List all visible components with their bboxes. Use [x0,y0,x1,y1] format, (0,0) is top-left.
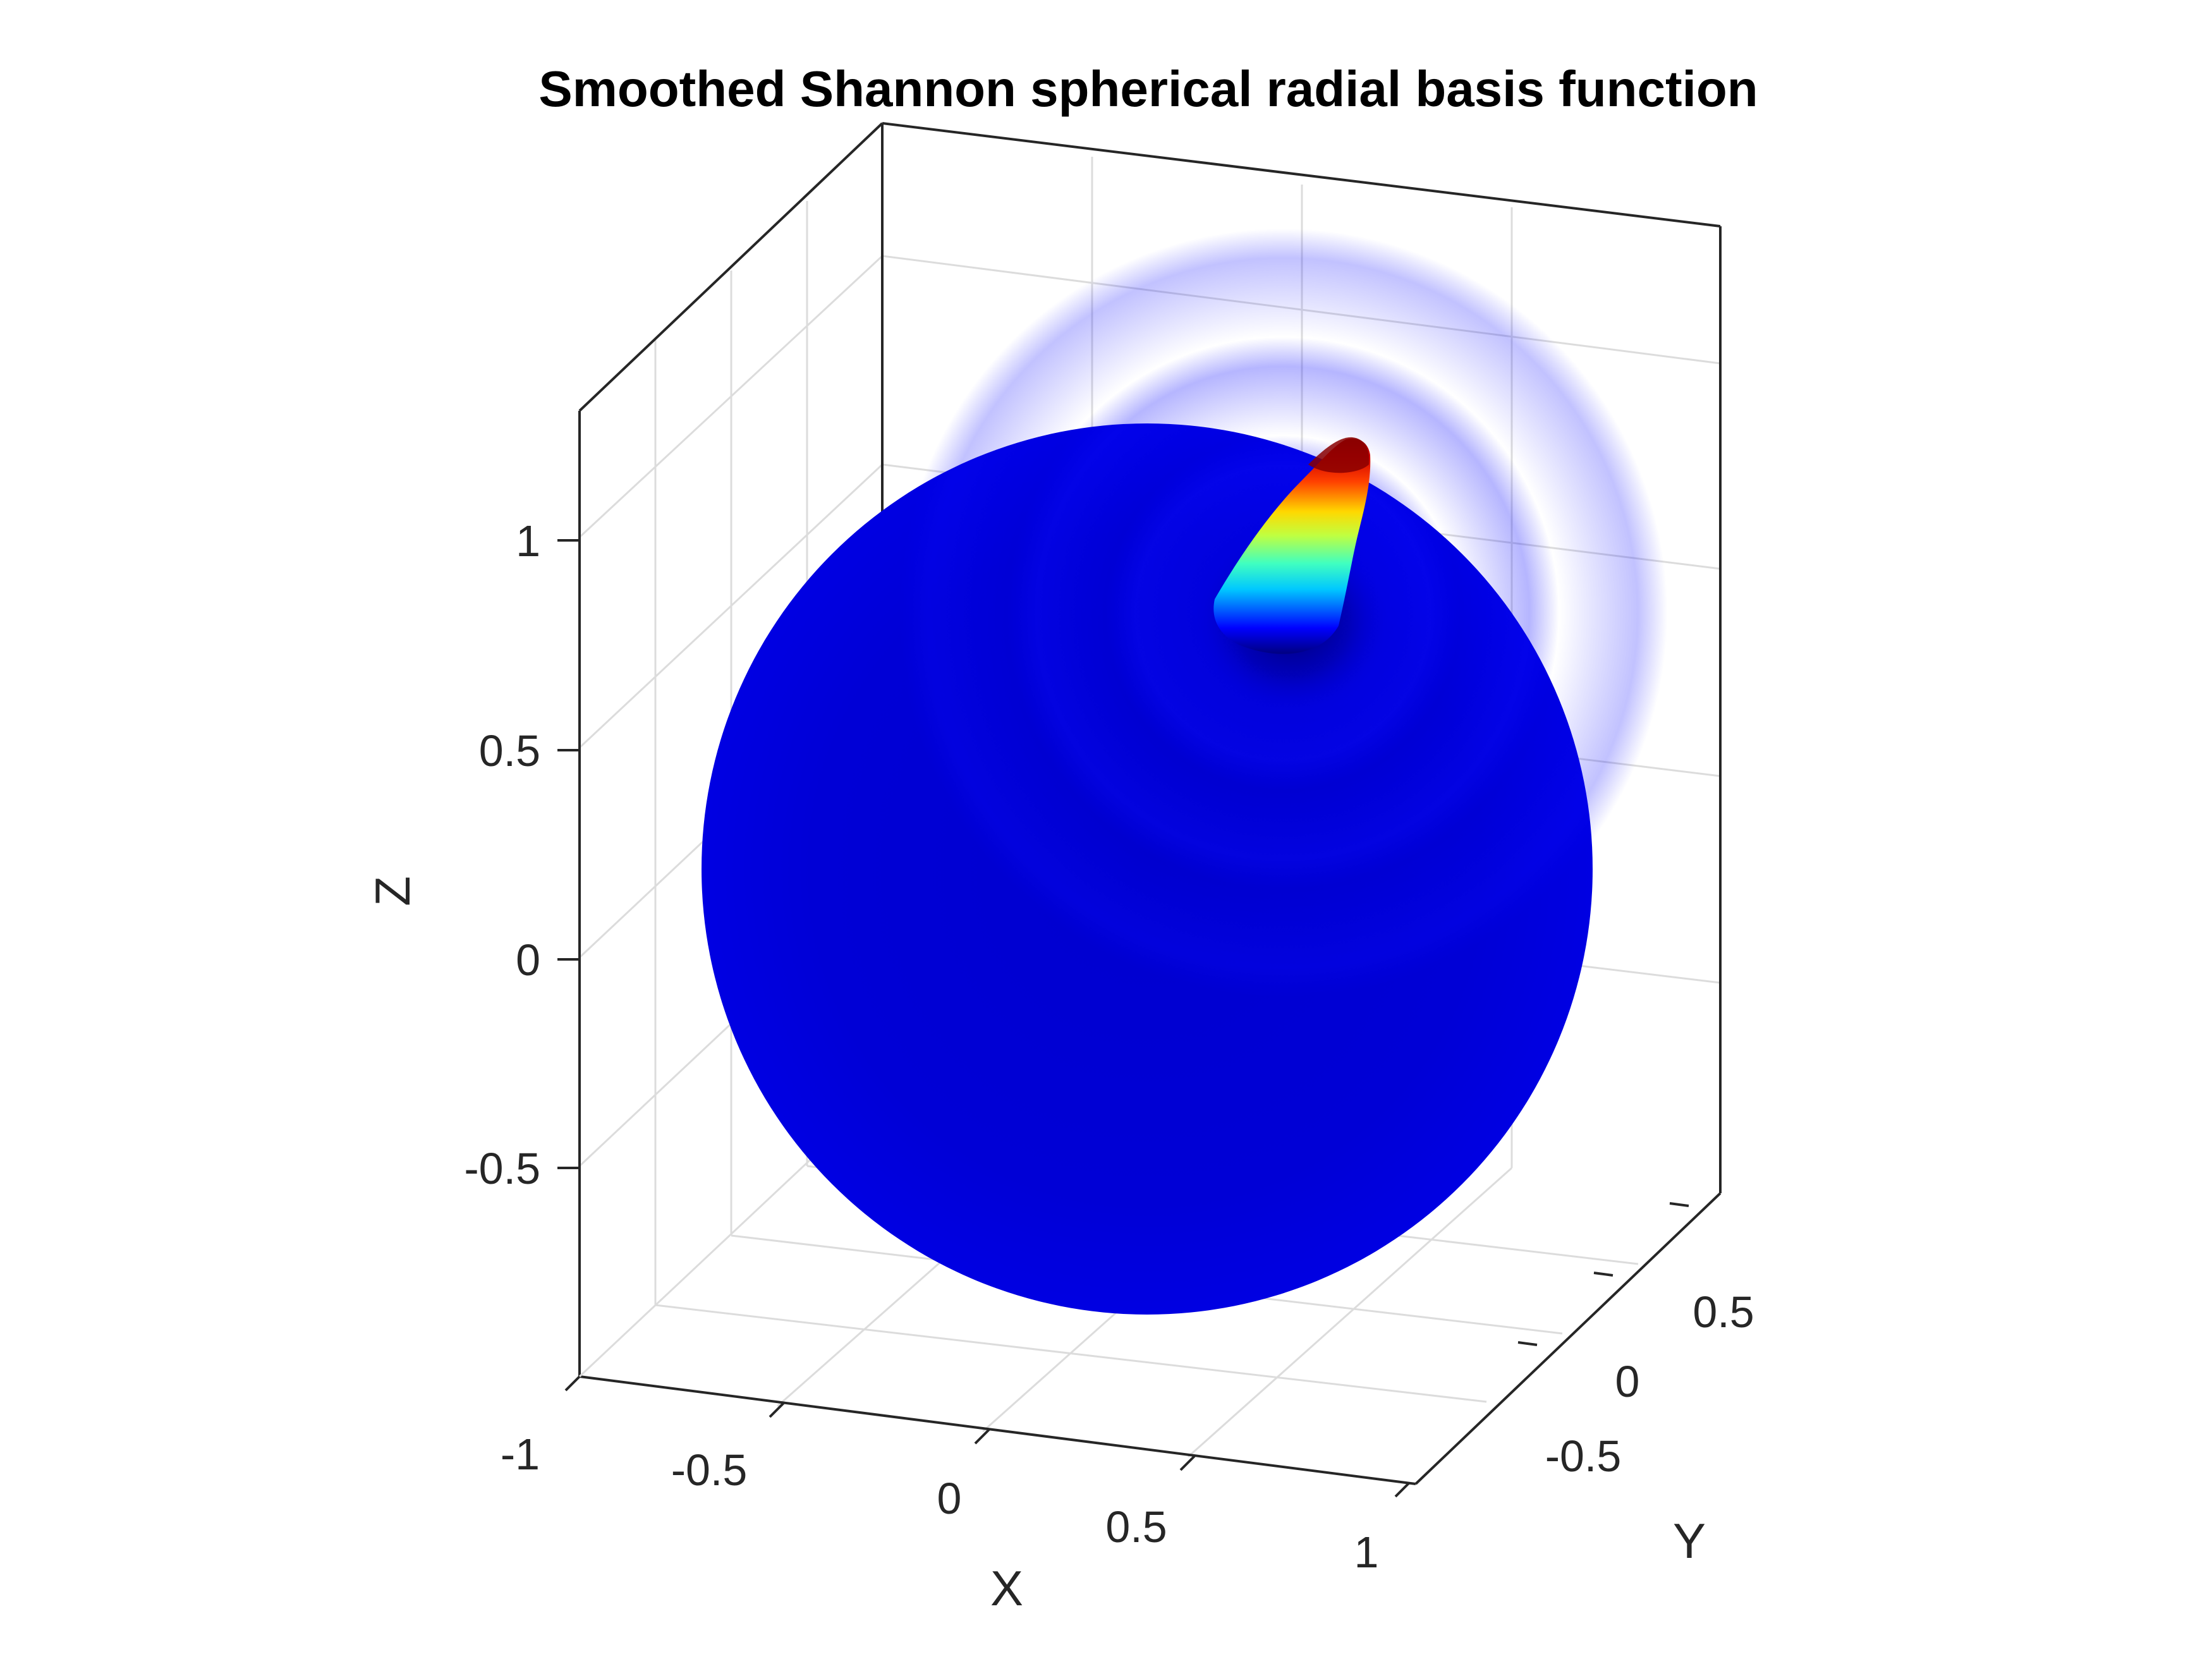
z-tick-label: 1 [516,516,540,566]
z-tick-label: -0.5 [464,1144,540,1193]
sphere-surface [702,120,1776,1315]
y-axis-label: Y [1673,1513,1706,1569]
y-tick-label: 0.5 [1692,1287,1754,1337]
x-tick [974,1428,990,1445]
x-tick-label: 0 [937,1474,962,1523]
x-tick-label: 1 [1354,1528,1379,1577]
spike-body [1213,438,1371,654]
y-tick-label: 0 [1615,1357,1640,1406]
x-tick-label: -0.5 [671,1445,748,1495]
peak-spike [1213,437,1371,654]
x-tick-label: 0.5 [1105,1502,1167,1552]
x-tick [769,1402,785,1418]
chart-title: Smoothed Shannon spherical radial basis … [538,61,1758,117]
z-axis-label: Z [365,876,420,906]
y-tick [1517,1341,1538,1346]
gridline [1188,1167,1512,1458]
x-axis-line [579,1375,1416,1485]
x-tick [1394,1481,1411,1498]
z-tick-label: 0 [516,935,540,985]
gridline [655,1304,1487,1403]
tick-labels: 1 0.5 0 -0.5 -1 -0.5 0 0.5 1 -0.5 0 0.5 [464,516,1754,1577]
x-tick [564,1375,581,1392]
x-tick [1179,1455,1196,1471]
y-tick [1669,1202,1689,1207]
tick-marks [557,539,1689,1498]
z-tick-label: 0.5 [479,726,540,775]
axis-line [578,122,884,412]
y-axis-line [1414,1192,1722,1485]
x-axis-label: X [990,1560,1023,1616]
y-tick-label: -0.5 [1545,1431,1622,1481]
x-tick-label: -1 [501,1430,540,1479]
y-tick [1593,1272,1613,1277]
spike-tip [1308,437,1370,473]
